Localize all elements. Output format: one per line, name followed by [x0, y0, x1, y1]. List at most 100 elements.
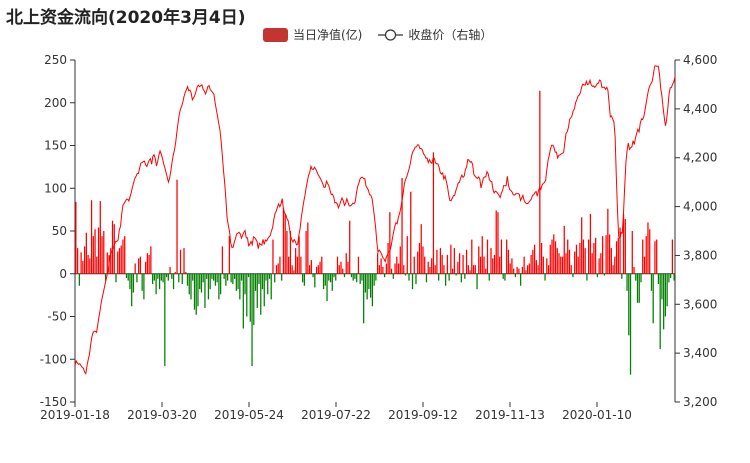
- bar: [460, 273, 462, 283]
- bar: [615, 241, 618, 274]
- bar: [281, 273, 283, 281]
- bar: [621, 273, 623, 279]
- bar: [361, 273, 363, 281]
- left-tick-label: 0: [59, 267, 67, 281]
- bar: [246, 273, 248, 317]
- bar: [354, 273, 356, 279]
- bar: [230, 273, 232, 283]
- bar: [75, 201, 77, 274]
- bar: [596, 273, 599, 278]
- bar: [167, 273, 169, 281]
- bar: [537, 265, 539, 274]
- right-tick-label: 3,600: [683, 297, 717, 311]
- bar: [549, 244, 551, 274]
- left-tick-label: 150: [44, 139, 67, 153]
- bar: [350, 273, 353, 278]
- bar: [401, 177, 403, 274]
- bar: [474, 265, 476, 274]
- bar: [526, 265, 529, 274]
- bar: [336, 256, 339, 274]
- bar: [626, 273, 628, 291]
- bar: [153, 273, 155, 281]
- bar: [214, 273, 217, 286]
- bar: [591, 253, 593, 274]
- right-tick-label: 4,400: [683, 102, 717, 116]
- bar: [223, 273, 225, 279]
- right-tick-label: 4,200: [683, 151, 717, 165]
- bar: [579, 242, 581, 274]
- left-tick-label: 250: [44, 53, 67, 67]
- bar: [104, 273, 107, 281]
- bar: [540, 242, 543, 274]
- bar: [560, 256, 562, 274]
- bar: [370, 273, 372, 298]
- bar: [174, 272, 176, 274]
- bar: [570, 265, 572, 274]
- bar: [668, 273, 670, 283]
- x-tick-label: 2020-01-10: [562, 408, 632, 422]
- bar: [178, 273, 180, 283]
- bar: [438, 273, 440, 281]
- bar: [87, 254, 89, 274]
- bar: [410, 191, 412, 274]
- bar: [310, 260, 312, 274]
- bar: [654, 241, 656, 274]
- legend-item-line[interactable]: 收盘价（右轴）: [378, 26, 492, 43]
- x-tick-label: 2019-09-12: [388, 408, 458, 422]
- bar: [288, 256, 290, 274]
- bar: [525, 270, 527, 274]
- bar: [164, 273, 166, 367]
- bar: [340, 261, 342, 274]
- bar: [441, 254, 443, 274]
- bar: [445, 273, 447, 286]
- bar: [499, 256, 501, 274]
- legend-item-bar[interactable]: 当日净值(亿): [263, 26, 362, 43]
- bar: [581, 217, 583, 274]
- bar: [349, 220, 351, 274]
- bar: [464, 273, 466, 279]
- bar: [150, 246, 152, 274]
- bar: [642, 239, 644, 274]
- bar: [530, 254, 532, 274]
- bar: [417, 251, 419, 274]
- bar: [493, 254, 496, 274]
- bar: [160, 273, 162, 281]
- bar: [89, 258, 91, 274]
- bar: [479, 256, 482, 274]
- bar: [132, 273, 135, 293]
- bar: [347, 261, 349, 274]
- bar: [451, 268, 454, 274]
- bar: [411, 273, 414, 290]
- bar: [432, 152, 435, 274]
- bar: [110, 248, 112, 274]
- bar: [649, 229, 651, 274]
- bar: [228, 236, 230, 274]
- bar: [186, 273, 189, 286]
- bar: [260, 273, 262, 315]
- bar: [643, 256, 646, 274]
- bar: [657, 273, 660, 285]
- bar: [261, 273, 264, 290]
- bar: [329, 273, 332, 283]
- bar: [256, 273, 258, 308]
- x-tick-label: 2019-03-20: [127, 408, 197, 422]
- bar: [455, 273, 457, 276]
- bar: [103, 231, 105, 274]
- legend-line-label: 收盘价（右轴）: [408, 28, 493, 42]
- bar: [385, 263, 387, 274]
- bar: [532, 249, 534, 274]
- bar: [375, 273, 377, 281]
- bar: [82, 260, 84, 274]
- bar: [83, 246, 86, 274]
- bar: [518, 268, 520, 274]
- bar: [439, 248, 442, 274]
- bar: [220, 273, 222, 295]
- left-tick-label: -50: [47, 310, 67, 324]
- bar: [303, 273, 305, 286]
- bar: [106, 252, 108, 274]
- right-tick-label: 3,400: [683, 346, 717, 360]
- bar: [418, 242, 421, 274]
- bar: [659, 273, 661, 349]
- bar: [640, 273, 642, 283]
- bar: [507, 249, 510, 274]
